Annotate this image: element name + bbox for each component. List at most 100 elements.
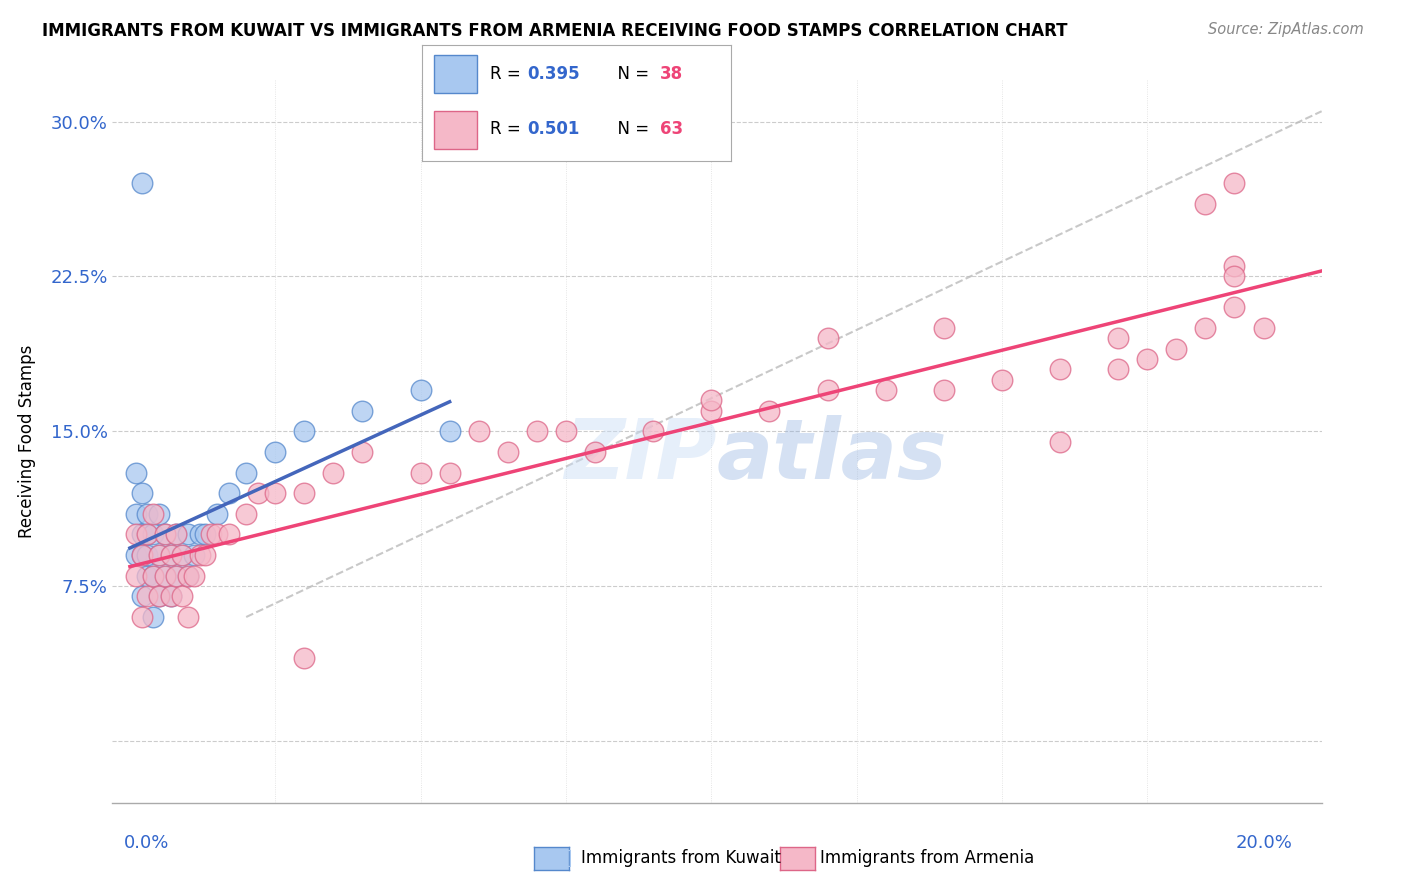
Point [172,548,194,562]
Point [817,383,839,397]
Point [1049,434,1071,449]
Point [142,507,165,521]
Point [200,527,222,541]
Text: N =: N = [607,65,655,83]
Point [172,548,194,562]
Point [1194,321,1216,335]
Point [148,507,170,521]
Point [148,590,170,604]
Text: 0.395: 0.395 [527,65,579,83]
Point [932,383,955,397]
Point [165,527,187,541]
Point [352,445,374,459]
Point [1223,177,1246,191]
Point [292,651,315,665]
Point [136,548,159,562]
Point [194,548,217,562]
Point [1166,342,1188,356]
Point [142,610,165,624]
Point [153,527,176,541]
Point [409,383,432,397]
Point [1049,362,1071,376]
Point [153,568,176,582]
Point [1107,331,1129,345]
Point [643,424,665,438]
Point [188,527,211,541]
Point [817,331,839,345]
Point [264,445,287,459]
Point [177,610,200,624]
Point [235,466,257,480]
Point [159,590,181,604]
Text: 20.0%: 20.0% [1236,834,1292,852]
Text: 63: 63 [659,120,683,137]
Text: Source: ZipAtlas.com: Source: ZipAtlas.com [1208,22,1364,37]
Point [409,466,432,480]
Point [439,424,461,438]
Point [188,548,211,562]
Point [131,548,153,562]
Text: R =: R = [489,65,526,83]
Point [136,568,159,582]
Point [131,527,153,541]
Point [526,424,548,438]
Point [125,466,148,480]
Point [177,568,200,582]
Point [183,568,205,582]
Text: 0.501: 0.501 [527,120,579,137]
Point [142,568,165,582]
Point [246,486,269,500]
Point [1107,362,1129,376]
Point [1194,197,1216,211]
Point [125,527,148,541]
Point [1223,269,1246,284]
Text: atlas: atlas [717,416,948,497]
Point [496,445,519,459]
Point [322,466,344,480]
Point [467,424,489,438]
Point [131,590,153,604]
Text: 38: 38 [659,65,683,83]
Point [153,527,176,541]
Point [700,393,723,408]
Point [165,568,187,582]
Point [136,527,159,541]
Point [292,486,315,500]
Point [142,527,165,541]
Point [148,548,170,562]
Point [125,548,148,562]
Point [205,507,228,521]
Point [177,568,200,582]
Point [583,445,606,459]
Point [183,548,205,562]
Point [159,548,181,562]
Point [125,507,148,521]
Point [264,486,287,500]
Point [235,507,257,521]
Point [205,527,228,541]
Point [159,548,181,562]
Point [352,403,374,417]
Point [131,548,153,562]
Point [1223,259,1246,273]
FancyBboxPatch shape [434,111,478,149]
Point [131,486,153,500]
Point [1223,301,1246,315]
Text: Immigrants from Armenia: Immigrants from Armenia [820,849,1033,867]
Point [292,424,315,438]
Point [554,424,576,438]
Point [700,403,723,417]
Point [142,568,165,582]
Point [439,466,461,480]
Point [125,568,148,582]
Point [218,527,240,541]
Text: R =: R = [489,120,526,137]
Point [136,590,159,604]
Point [131,177,153,191]
Text: ZIP: ZIP [564,416,717,497]
Point [991,373,1014,387]
Text: N =: N = [607,120,655,137]
Point [159,590,181,604]
Point [136,507,159,521]
FancyBboxPatch shape [434,55,478,94]
